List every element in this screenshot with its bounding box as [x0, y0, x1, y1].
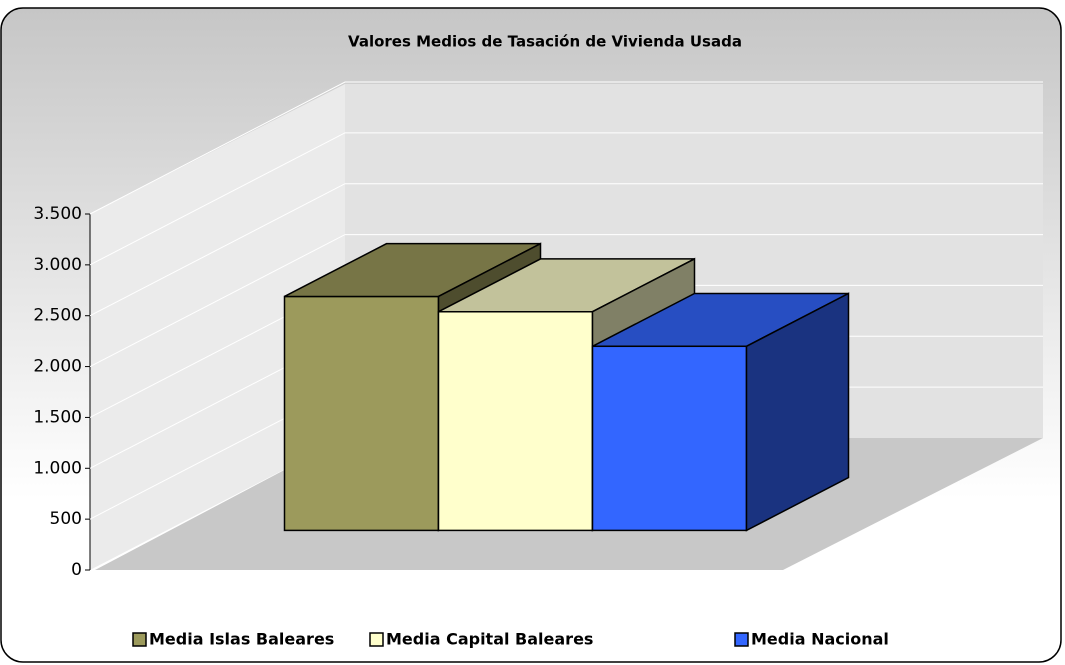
legend-label: Media Islas Baleares	[149, 630, 334, 649]
bar-front	[437, 310, 594, 532]
bar-front	[591, 345, 748, 532]
y-tick-label: 0	[71, 560, 82, 580]
y-tick-label: 3.000	[33, 255, 82, 275]
y-tick-label: 500	[50, 509, 82, 529]
grid-line	[89, 183, 1043, 317]
legend-swatch	[369, 632, 384, 647]
bar-side	[745, 292, 850, 532]
legend-label: Media Capital Baleares	[386, 630, 593, 649]
bar-front	[283, 295, 440, 532]
grid-line	[89, 132, 1043, 266]
y-tick-label: 1.000	[33, 458, 82, 478]
legend-label: Media Nacional	[751, 630, 889, 649]
chart-title: Valores Medios de Tasación de Vivienda U…	[348, 33, 742, 51]
grid-line	[89, 81, 1043, 215]
y-tick-label: 1.500	[33, 407, 82, 427]
y-tick-label: 2.500	[33, 306, 82, 326]
y-tick-label: 2.000	[33, 357, 82, 377]
legend-swatch	[734, 632, 749, 647]
y-tick-label: 3.500	[33, 204, 82, 224]
grid-line	[89, 234, 1043, 368]
legend-swatch	[132, 632, 147, 647]
side-wall	[90, 84, 345, 570]
